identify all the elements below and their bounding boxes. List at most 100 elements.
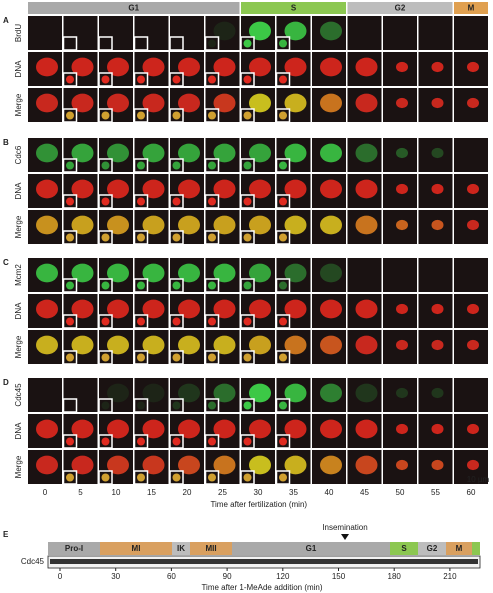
image-cell	[383, 258, 417, 292]
blot-band	[50, 559, 478, 564]
cell-signal	[36, 179, 58, 199]
inset	[169, 36, 184, 51]
inset-signal	[66, 197, 74, 206]
inset-signal	[137, 401, 145, 410]
cell-signal	[36, 263, 58, 283]
inset-signal	[279, 401, 287, 410]
row-label: Cdc6	[14, 145, 23, 164]
phase-label: MI	[132, 544, 141, 553]
cell-signal	[396, 219, 408, 231]
inset-signal	[172, 437, 181, 446]
cell-signal	[249, 263, 271, 283]
inset-signal	[172, 75, 181, 84]
cell-signal	[178, 215, 200, 235]
panel-letter: A	[3, 16, 9, 25]
inset-signal	[243, 281, 252, 290]
cell-signal	[142, 57, 165, 77]
inset-signal	[208, 353, 216, 362]
cell-signal	[71, 143, 94, 163]
cell-signal	[284, 419, 307, 439]
inset-signal	[243, 437, 252, 446]
cell-signal	[142, 215, 165, 235]
phase-label: G2	[395, 4, 406, 13]
row-label: Mcm2	[14, 264, 23, 286]
cell-signal	[71, 299, 94, 319]
cell-signal	[320, 299, 342, 319]
cell-signal	[467, 303, 479, 315]
cell-signal	[107, 419, 129, 439]
inset-signal	[243, 401, 252, 410]
inset	[133, 36, 149, 51]
inset-signal	[172, 401, 181, 410]
inset-signal	[66, 161, 74, 170]
cell-signal	[284, 383, 307, 403]
row-label: DNA	[14, 60, 23, 78]
phase-bar	[454, 2, 488, 14]
cell-signal	[356, 264, 378, 283]
cell-signal	[142, 419, 165, 439]
cell-signal	[178, 57, 200, 77]
cell-signal	[107, 93, 129, 113]
time-label: 60	[467, 488, 476, 497]
cell-signal	[355, 383, 378, 403]
inset-signal	[208, 473, 216, 482]
phase-label: G2	[427, 544, 438, 553]
inset-signal	[66, 437, 74, 446]
panel-letter: E	[3, 530, 9, 539]
cell-signal	[431, 423, 444, 435]
cell-signal	[142, 383, 165, 403]
tick-label: 0	[58, 572, 63, 581]
inset-signal	[137, 197, 145, 206]
inset	[98, 398, 113, 413]
cell-signal	[355, 57, 378, 77]
cell-signal	[467, 61, 479, 73]
cell-signal	[467, 268, 479, 278]
inset-signal	[279, 111, 287, 120]
inset-signal	[279, 161, 287, 170]
inset	[62, 36, 78, 51]
cell-signal	[355, 143, 378, 163]
cell-signal	[320, 215, 342, 235]
inset-signal	[279, 281, 287, 290]
cell-signal	[178, 93, 200, 113]
phase-bar	[472, 542, 480, 555]
inset-signal	[243, 233, 252, 242]
inset-signal	[243, 111, 252, 120]
cell-signal	[36, 22, 58, 41]
time-label: 5	[78, 488, 83, 497]
inset-signal	[279, 317, 287, 326]
cell-signal	[467, 26, 479, 36]
inset-signal	[208, 111, 216, 120]
phase-label: M	[468, 4, 475, 13]
image-cell	[28, 16, 62, 50]
inset-signal	[172, 111, 181, 120]
cell-signal	[431, 61, 444, 73]
cell-signal	[320, 57, 342, 77]
inset-signal	[279, 39, 287, 48]
cell-signal	[142, 263, 165, 283]
image-cell	[418, 378, 453, 412]
inset-signal	[66, 402, 74, 410]
cell-signal	[71, 335, 94, 355]
inset-signal	[66, 111, 74, 120]
cell-signal	[36, 419, 58, 439]
inset-signal	[101, 197, 110, 206]
inset-signal	[66, 281, 74, 290]
cell-signal	[396, 97, 408, 109]
inset	[98, 36, 113, 51]
image-cell	[383, 378, 417, 412]
arrowhead	[341, 534, 349, 540]
cell-signal	[142, 143, 165, 163]
cell-signal	[178, 263, 200, 283]
inset-signal	[101, 233, 110, 242]
image-cell	[383, 16, 417, 50]
inset-signal	[243, 39, 252, 48]
inset-signal	[137, 161, 145, 170]
inset-signal	[137, 40, 145, 48]
cell-signal	[355, 215, 378, 235]
cell-signal	[36, 57, 58, 77]
panel-letter: D	[3, 378, 9, 387]
inset-signal	[208, 161, 216, 170]
cell-signal	[213, 263, 236, 283]
row-label: Cdc45	[14, 383, 23, 407]
